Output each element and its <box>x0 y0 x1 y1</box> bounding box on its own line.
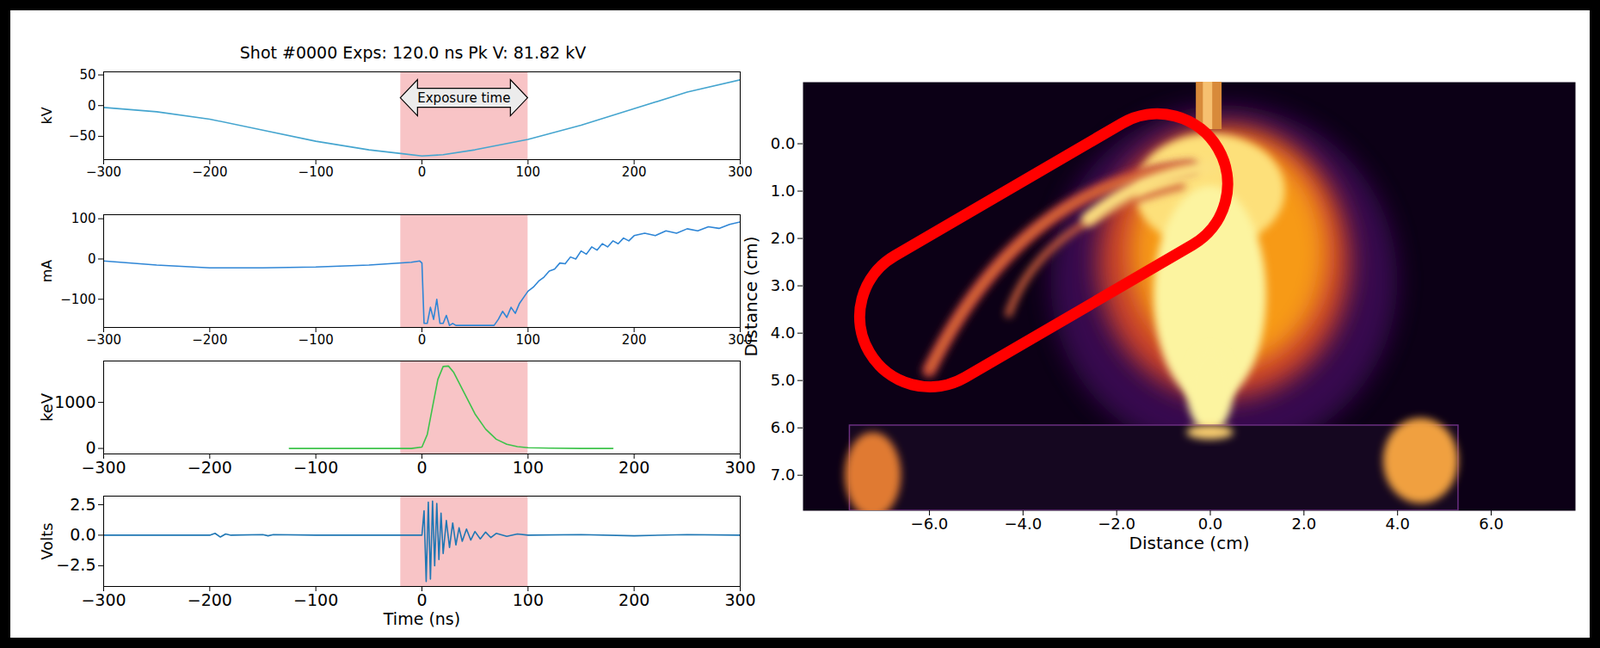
svg-text:200: 200 <box>618 457 650 477</box>
svg-text:1000: 1000 <box>54 392 96 412</box>
svg-text:300: 300 <box>724 590 756 610</box>
svg-text:−300: −300 <box>80 457 126 477</box>
svg-text:−200: −200 <box>191 332 228 348</box>
svg-text:Distance (cm): Distance (cm) <box>1129 532 1250 554</box>
svg-text:2.5: 2.5 <box>69 494 96 514</box>
svg-text:0: 0 <box>418 332 427 348</box>
svg-text:0.0: 0.0 <box>1198 514 1224 533</box>
svg-text:7.0: 7.0 <box>770 465 796 484</box>
svg-text:100: 100 <box>516 332 542 348</box>
svg-text:Exposure time: Exposure time <box>417 90 511 106</box>
svg-text:100: 100 <box>516 164 542 180</box>
svg-text:Time (ns): Time (ns) <box>382 609 461 628</box>
svg-text:−100: −100 <box>298 332 334 348</box>
svg-text:2.0: 2.0 <box>770 228 796 247</box>
svg-text:200: 200 <box>618 590 650 610</box>
svg-text:0: 0 <box>87 251 97 267</box>
svg-text:−200: −200 <box>187 457 233 477</box>
svg-text:mA: mA <box>38 259 56 284</box>
svg-text:3.0: 3.0 <box>770 276 796 295</box>
svg-text:−6.0: −6.0 <box>910 514 949 533</box>
svg-text:−200: −200 <box>187 590 233 610</box>
svg-text:−200: −200 <box>191 164 228 180</box>
svg-text:kV: kV <box>38 106 56 124</box>
svg-text:200: 200 <box>621 164 647 180</box>
svg-text:0.0: 0.0 <box>69 524 96 544</box>
svg-text:2.0: 2.0 <box>1292 514 1317 533</box>
svg-text:−100: −100 <box>298 164 334 180</box>
svg-text:−2.5: −2.5 <box>55 554 96 574</box>
svg-text:4.0: 4.0 <box>770 323 796 342</box>
svg-text:0: 0 <box>87 98 97 114</box>
svg-text:0: 0 <box>85 437 96 457</box>
html-text:Shot #0000 Exps: 120.0 ns Pk V: Shot #0000 Exps: 120.0 ns Pk V: 81.82 kV <box>239 43 586 62</box>
svg-text:5.0: 5.0 <box>770 370 796 389</box>
svg-text:100: 100 <box>512 590 544 610</box>
svg-text:200: 200 <box>621 332 647 348</box>
svg-text:−300: −300 <box>86 332 122 348</box>
svg-text:Volts: Volts <box>37 522 56 560</box>
svg-text:−50: −50 <box>68 128 97 144</box>
svg-text:6.0: 6.0 <box>1478 514 1504 533</box>
svg-text:50: 50 <box>79 67 96 83</box>
svg-text:0: 0 <box>416 590 427 610</box>
svg-text:6.0: 6.0 <box>770 418 796 437</box>
svg-text:100: 100 <box>512 457 544 477</box>
svg-text:1.0: 1.0 <box>770 181 796 200</box>
svg-text:0.0: 0.0 <box>770 134 796 153</box>
svg-text:−2.0: −2.0 <box>1097 514 1136 533</box>
svg-text:−4.0: −4.0 <box>1003 514 1042 533</box>
svg-text:Distance (cm): Distance (cm) <box>740 236 762 357</box>
svg-text:−300: −300 <box>86 164 122 180</box>
svg-text:−100: −100 <box>293 457 339 477</box>
svg-text:−100: −100 <box>293 590 339 610</box>
svg-text:0: 0 <box>416 457 427 477</box>
svg-text:0: 0 <box>418 164 427 180</box>
svg-text:300: 300 <box>727 164 753 180</box>
svg-text:4.0: 4.0 <box>1384 514 1410 533</box>
svg-text:−100: −100 <box>60 291 96 308</box>
svg-text:keV: keV <box>37 392 56 422</box>
svg-text:300: 300 <box>724 457 756 477</box>
svg-text:−300: −300 <box>80 590 126 610</box>
svg-text:100: 100 <box>71 210 97 227</box>
